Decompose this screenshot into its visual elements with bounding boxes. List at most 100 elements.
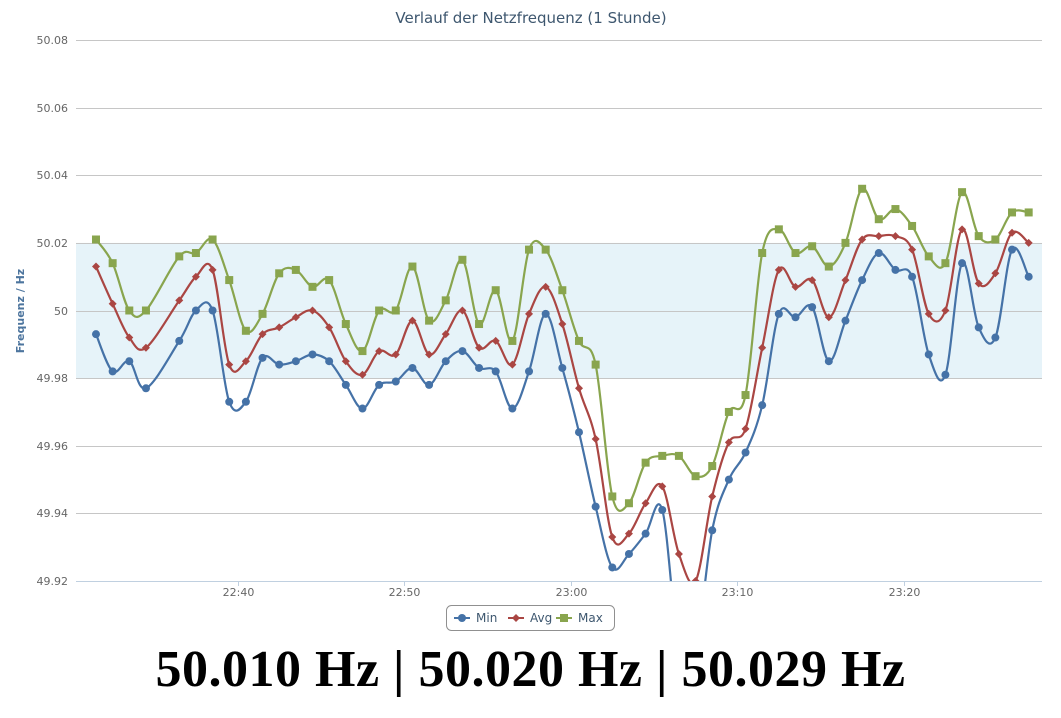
legend-label: Max xyxy=(578,611,603,625)
data-point-min xyxy=(591,502,600,511)
data-point-max xyxy=(1008,208,1017,217)
y-axis-label: Frequenz / Hz xyxy=(14,269,27,353)
data-point-max xyxy=(475,320,484,329)
legend-item-max[interactable]: Max xyxy=(556,611,603,625)
data-point-avg xyxy=(391,350,400,359)
data-point-min xyxy=(608,563,617,572)
data-point-min xyxy=(491,367,500,376)
data-point-avg xyxy=(275,323,284,332)
data-point-max xyxy=(191,249,200,258)
data-point-min xyxy=(658,505,667,514)
data-point-max xyxy=(275,269,284,278)
data-point-avg xyxy=(258,330,267,339)
data-point-max xyxy=(741,391,750,400)
data-point-avg xyxy=(141,343,150,352)
data-point-max xyxy=(325,276,334,285)
x-tick-label: 23:00 xyxy=(556,586,588,599)
data-point-max xyxy=(841,238,850,247)
data-point-avg xyxy=(525,309,534,318)
data-point-min xyxy=(125,357,134,366)
data-point-max xyxy=(958,188,967,197)
legend-marker-avg xyxy=(512,614,520,622)
legend-marker-max xyxy=(560,614,568,622)
data-point-min xyxy=(108,367,117,376)
data-point-min xyxy=(874,249,883,258)
data-point-avg xyxy=(674,549,683,558)
data-point-avg xyxy=(308,306,317,315)
data-point-avg xyxy=(191,272,200,281)
data-point-avg xyxy=(841,276,850,285)
data-point-max xyxy=(724,407,733,416)
data-point-max xyxy=(525,245,534,254)
data-point-max xyxy=(208,235,217,244)
legend-item-min[interactable]: Min xyxy=(454,611,497,625)
data-point-max xyxy=(824,262,833,271)
data-point-min xyxy=(791,313,800,322)
data-point-min xyxy=(841,316,850,325)
y-tick-label: 50 xyxy=(54,305,68,318)
data-point-min xyxy=(958,259,967,268)
data-point-min xyxy=(824,357,833,366)
data-point-avg xyxy=(708,492,717,501)
data-point-min xyxy=(275,360,284,369)
data-point-avg xyxy=(924,309,933,318)
data-point-avg xyxy=(541,282,550,291)
data-point-avg xyxy=(891,232,900,241)
data-point-avg xyxy=(108,299,117,308)
data-point-max xyxy=(924,252,933,261)
chart-title: Verlauf der Netzfrequenz (1 Stunde) xyxy=(395,9,666,27)
data-point-max xyxy=(225,276,234,285)
data-point-avg xyxy=(874,232,883,241)
data-point-max xyxy=(941,259,950,268)
data-point-min xyxy=(908,272,917,281)
data-point-max xyxy=(541,245,550,254)
data-point-avg xyxy=(824,313,833,322)
data-point-max xyxy=(674,451,683,460)
data-point-min xyxy=(741,448,750,457)
data-point-min xyxy=(375,380,384,389)
data-point-avg xyxy=(208,265,217,274)
data-point-avg xyxy=(808,276,817,285)
data-point-avg xyxy=(691,577,700,581)
data-point-avg xyxy=(608,533,617,542)
data-point-avg xyxy=(758,343,767,352)
data-point-avg xyxy=(1024,238,1033,247)
data-point-avg xyxy=(741,424,750,433)
data-point-min xyxy=(941,370,950,379)
data-point-min xyxy=(175,336,184,345)
data-point-avg xyxy=(624,529,633,538)
y-tick-label: 49.92 xyxy=(37,575,69,588)
data-point-min xyxy=(724,475,733,484)
data-point-max xyxy=(858,184,867,193)
data-point-min xyxy=(141,384,150,393)
data-point-avg xyxy=(858,235,867,244)
legend[interactable]: Min Avg Max xyxy=(446,605,615,631)
data-point-min xyxy=(891,265,900,274)
data-point-min xyxy=(458,347,467,356)
data-point-min xyxy=(475,363,484,372)
data-point-avg xyxy=(175,296,184,305)
data-point-avg xyxy=(341,357,350,366)
data-point-max xyxy=(874,215,883,224)
legend-item-avg[interactable]: Avg xyxy=(508,611,552,625)
data-point-min xyxy=(241,397,250,406)
data-point-avg xyxy=(358,370,367,379)
data-point-avg xyxy=(974,279,983,288)
data-point-max xyxy=(341,320,350,329)
y-tick-label: 50.08 xyxy=(37,34,69,47)
data-point-max xyxy=(691,472,700,481)
data-point-avg xyxy=(641,499,650,508)
data-point-avg xyxy=(958,225,967,234)
data-point-max xyxy=(608,492,617,501)
data-point-min xyxy=(974,323,983,332)
x-axis: 22:40 22:50 23:00 23:10 23:20 xyxy=(76,581,1042,599)
x-tick-label: 22:40 xyxy=(223,586,255,599)
data-point-avg xyxy=(225,360,234,369)
data-point-min xyxy=(574,428,583,437)
data-point-max xyxy=(308,282,317,291)
data-point-min xyxy=(408,363,417,372)
data-point-min xyxy=(225,397,234,406)
data-point-max xyxy=(425,316,434,325)
data-point-max xyxy=(91,235,100,244)
data-point-max xyxy=(491,286,500,295)
